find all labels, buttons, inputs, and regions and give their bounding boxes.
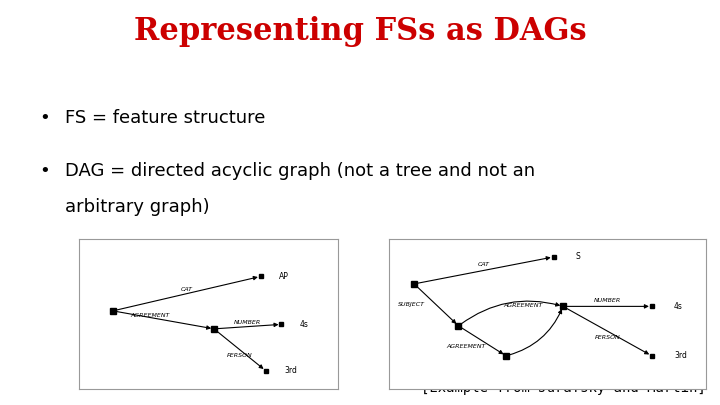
Text: FS = feature structure: FS = feature structure [65, 109, 265, 127]
Text: SUBJECT: SUBJECT [397, 303, 425, 307]
Text: NUMBER: NUMBER [594, 298, 621, 303]
Text: 4s: 4s [300, 320, 308, 329]
Text: PERSON: PERSON [227, 353, 253, 358]
Text: CAT: CAT [181, 287, 193, 292]
Text: CAT: CAT [478, 262, 490, 267]
Text: 3rd: 3rd [284, 366, 297, 375]
Text: AP: AP [279, 272, 289, 281]
Text: arbitrary graph): arbitrary graph) [65, 198, 210, 216]
Text: •: • [40, 162, 50, 180]
Text: 3rd: 3rd [674, 351, 687, 360]
Text: •: • [40, 109, 50, 127]
Text: NUMBER: NUMBER [234, 320, 261, 325]
Text: 4s: 4s [674, 302, 683, 311]
Text: DAG = directed acyclic graph (not a tree and not an: DAG = directed acyclic graph (not a tree… [65, 162, 535, 180]
Text: AGREEMENT: AGREEMENT [446, 344, 486, 350]
Text: [Example from Jurafsky and Martin]: [Example from Jurafsky and Martin] [421, 381, 706, 395]
Text: AGREEMENT: AGREEMENT [131, 313, 170, 318]
Text: AGREEMENT: AGREEMENT [504, 303, 543, 308]
Text: PERSON: PERSON [595, 335, 620, 340]
Text: Representing FSs as DAGs: Representing FSs as DAGs [134, 16, 586, 47]
Text: S: S [576, 252, 580, 262]
